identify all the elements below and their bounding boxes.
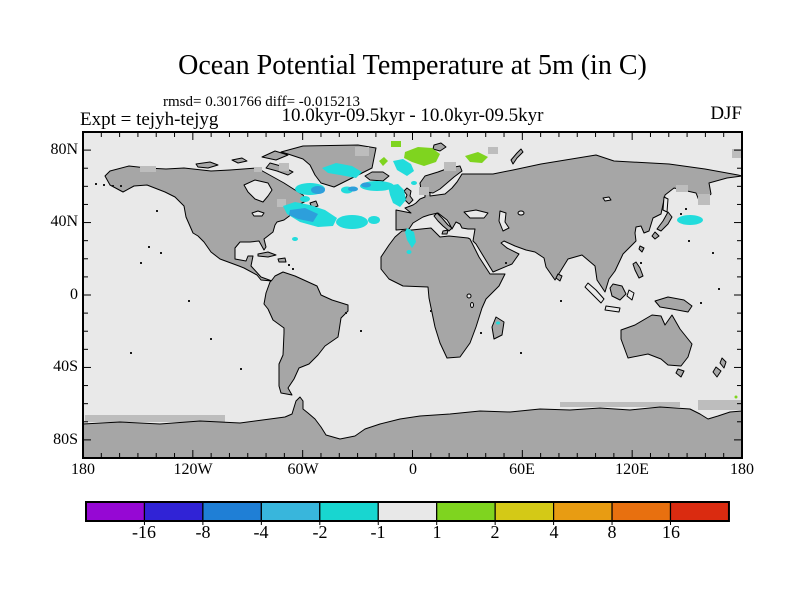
island-kyushu: [651, 231, 660, 240]
colorbar-label-m8: -8: [195, 522, 211, 542]
colorbar-cell: [552, 501, 613, 522]
season-label: DJF: [710, 103, 742, 124]
lat-label-40n: 40N: [50, 213, 78, 230]
colorbar-label-p8: 8: [607, 522, 617, 542]
colorbar-cell: [143, 501, 204, 522]
island-sumatra: [584, 282, 605, 304]
ice-blocks: [140, 147, 742, 207]
anomaly-patches-warm-minor: [379, 141, 738, 399]
lat-label-40s: 40S: [53, 358, 78, 375]
colorbar-border: [85, 501, 730, 522]
lon-label-120e: 120E: [615, 461, 649, 478]
island-novaya-zemlya: [510, 148, 524, 165]
island-borneo: [609, 283, 627, 301]
black-sea: [463, 209, 489, 219]
continent-eurasia: [395, 154, 743, 293]
colorbar-label-m4: -4: [253, 522, 269, 542]
island-philippines: [632, 261, 644, 279]
colorbar-label-m1: -1: [370, 522, 386, 542]
antarctic-sea-ice: [85, 400, 742, 422]
continent-antarctica: [82, 396, 743, 459]
island-sakhalin: [662, 196, 669, 213]
island-madagascar: [491, 316, 505, 340]
colorbar-label-p4: 4: [549, 522, 559, 542]
island-hispaniola: [277, 257, 287, 263]
stats-line: rmsd= 0.301766 diff= -0.015213: [163, 94, 361, 110]
lake-baikal: [602, 196, 612, 202]
colorbar-cell: [669, 501, 730, 522]
lat-label-0: 0: [70, 286, 78, 303]
lon-label-0: 0: [409, 461, 417, 478]
continent-australia: [620, 314, 693, 367]
caspian-sea: [498, 210, 510, 232]
island-java: [604, 305, 621, 313]
lake-victoria: [466, 293, 472, 299]
peninsula-scandinavia: [419, 165, 463, 194]
colorbar-cell: [494, 501, 555, 522]
island-svalbard: [432, 142, 447, 152]
page-title: Ocean Potential Temperature at 5m (in C): [178, 50, 647, 81]
lon-label-180e: 180: [730, 461, 754, 478]
island-new-zealand-south: [712, 366, 722, 378]
colorbar-cell: [319, 501, 379, 522]
ocean-specks: [95, 183, 720, 370]
period-label: 10.0kyr-09.5kyr - 10.0kyr-09.5kyr: [281, 105, 544, 126]
outline-islands: [584, 196, 669, 313]
colorbar-cell: [611, 501, 672, 522]
island-arctic-small: [231, 157, 248, 164]
colorbar-cell: [260, 501, 321, 522]
island-sicily: [441, 229, 449, 235]
lake-aral: [517, 210, 525, 216]
colorbar-label-p1: 1: [432, 522, 442, 542]
peninsula-italy: [433, 212, 453, 232]
colorbar-label-m16: -16: [132, 522, 156, 542]
colorbar-label-m2: -2: [312, 522, 328, 542]
island-tasmania: [675, 368, 685, 378]
colorbar-cell: [377, 501, 438, 522]
island-victoria: [195, 161, 219, 169]
lon-label-60w: 60W: [287, 461, 319, 478]
island-sulawesi: [626, 289, 635, 301]
island-japan: [656, 211, 673, 232]
island-new-guinea: [654, 296, 693, 313]
island-cuba: [257, 251, 277, 258]
island-great-britain: [403, 187, 414, 205]
inland-seas: [243, 179, 612, 308]
great-lakes: [251, 210, 265, 217]
map-frame: [82, 131, 743, 459]
colorbar-label-p16: 16: [662, 522, 680, 542]
continent-south-america: [263, 271, 349, 396]
continent-africa: [380, 227, 506, 359]
island-new-zealand-north: [719, 357, 727, 369]
colorbar-label-p2: 2: [490, 522, 500, 542]
hudson-bay: [243, 179, 273, 203]
island-iceland: [364, 171, 390, 182]
island-taiwan: [638, 245, 645, 253]
lon-label-60e: 60E: [509, 461, 535, 478]
lat-label-80s: 80S: [53, 431, 78, 448]
lon-label-180w: 180: [71, 461, 95, 478]
island-ellesmere: [261, 150, 289, 161]
colorbar: [85, 501, 730, 522]
colorbar-cell: [202, 501, 262, 522]
continents: [82, 142, 743, 459]
lake-malawi: [470, 302, 474, 308]
lon-label-120w: 120W: [173, 461, 213, 478]
anomaly-patches-cool-strong: [289, 182, 371, 222]
experiment-label: Expt = tejyh-tejyg: [80, 109, 219, 130]
lat-label-80n: 80N: [50, 141, 78, 158]
colorbar-cell: [436, 501, 496, 522]
island-sri-lanka: [555, 273, 563, 282]
colorbar-cell: [85, 501, 146, 522]
